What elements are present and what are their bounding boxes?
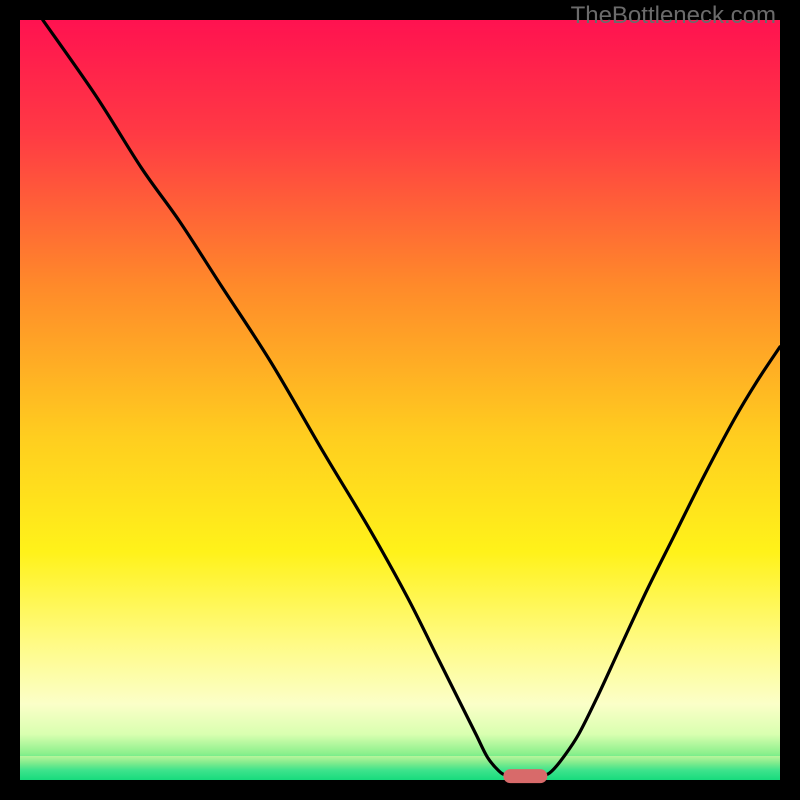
- chart-frame: TheBottleneck.com: [0, 0, 800, 800]
- optimal-point-marker: [504, 769, 547, 783]
- bottleneck-curve: [20, 20, 780, 780]
- curve-path: [43, 20, 780, 777]
- watermark-text: TheBottleneck.com: [571, 2, 776, 30]
- plot-area: [20, 20, 780, 780]
